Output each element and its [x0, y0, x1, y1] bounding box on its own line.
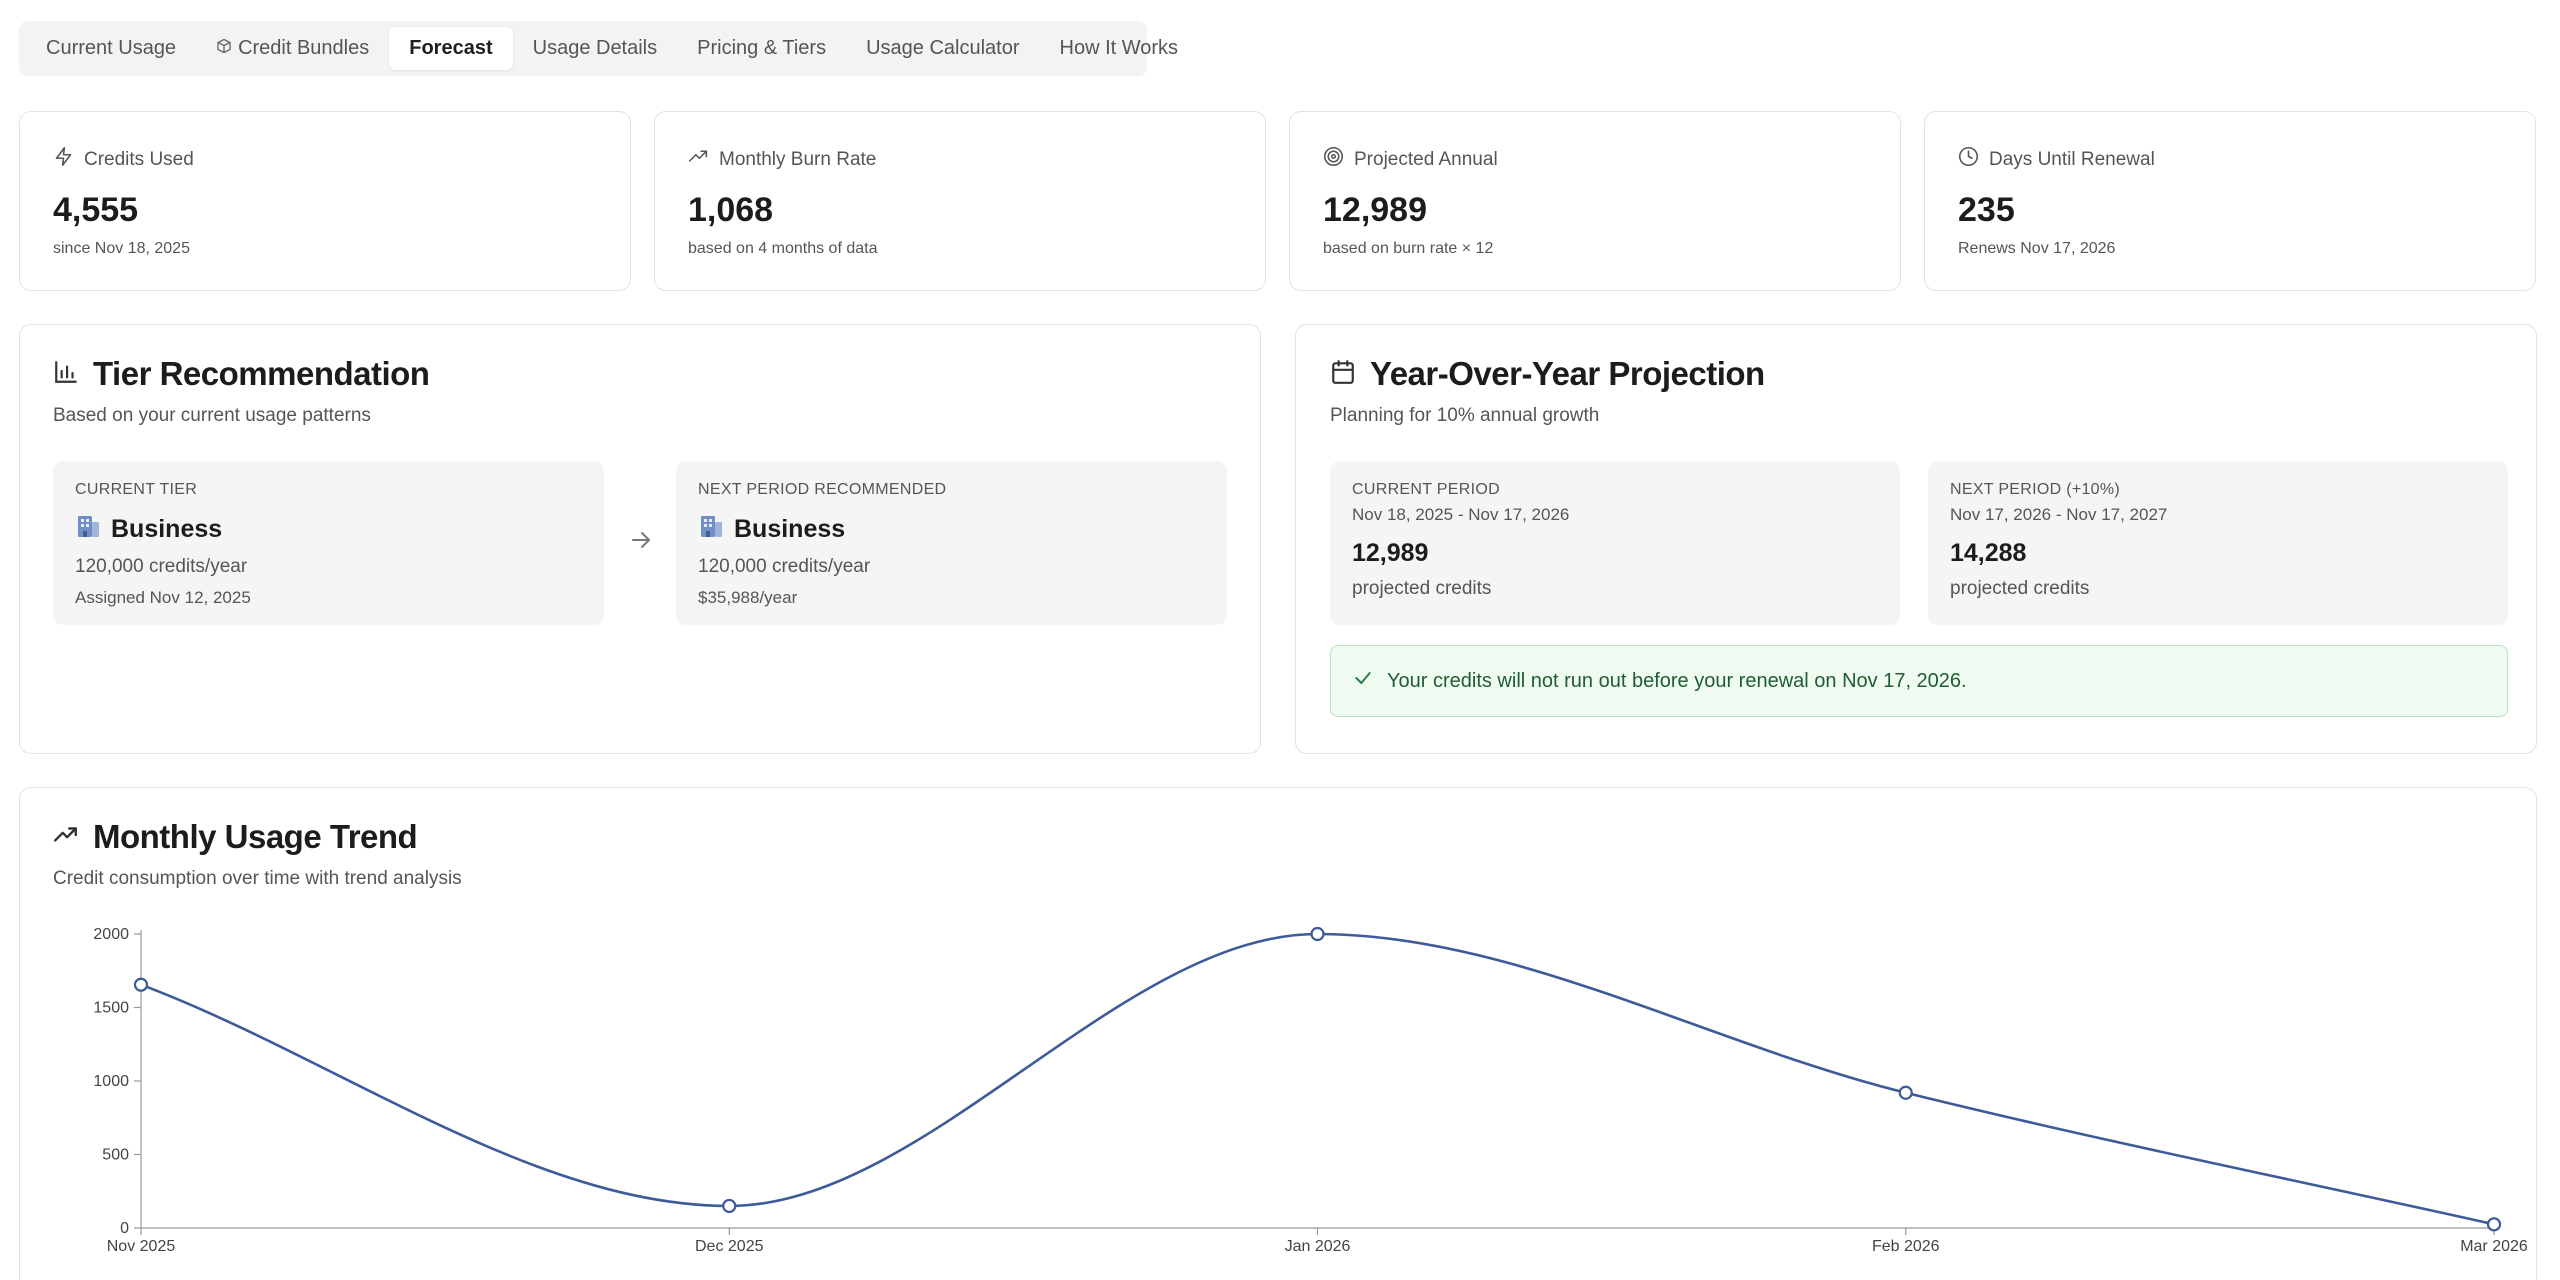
next-period-card: NEXT PERIOD (+10%) Nov 17, 2026 - Nov 17… — [1928, 461, 2508, 625]
stat-subtext: based on 4 months of data — [688, 240, 878, 257]
projected-caption: projected credits — [1352, 578, 1492, 599]
usage-trend-panel: Monthly Usage Trend Credit consumption o… — [19, 787, 2537, 1280]
tab-label: How It Works — [1059, 37, 1179, 59]
stat-label: Credits Used — [84, 148, 194, 170]
lightning-icon — [53, 146, 74, 173]
stat-value: 12,989 — [1323, 191, 1427, 229]
usage-data-point — [1898, 1085, 1913, 1100]
trending-up-icon — [688, 146, 709, 173]
alert-text: Your credits will not run out before you… — [1387, 669, 1967, 692]
tab-forecast[interactable]: Forecast — [389, 27, 513, 70]
tab-label: Credit Bundles — [238, 37, 370, 59]
current-period-card: CURRENT PERIOD Nov 18, 2025 - Nov 17, 20… — [1330, 461, 1900, 625]
period-dates: Nov 18, 2025 - Nov 17, 2026 — [1352, 505, 1570, 524]
card-label: NEXT PERIOD RECOMMENDED — [698, 481, 947, 498]
yoy-projection-panel: Year-Over-Year Projection Planning for 1… — [1295, 324, 2537, 754]
checkmark-icon — [1353, 668, 1373, 694]
stat-value: 1,068 — [688, 191, 774, 229]
bar-chart-icon — [53, 355, 79, 393]
x-tick-label: Feb 2026 — [1872, 1238, 1940, 1255]
stat-subtext: since Nov 18, 2025 — [53, 240, 190, 257]
trending-up-icon — [53, 818, 79, 856]
usage-data-point — [722, 1198, 737, 1214]
stat-subtext: based on burn rate × 12 — [1323, 240, 1494, 257]
stat-value: 4,555 — [53, 191, 139, 229]
projected-value: 12,989 — [1352, 539, 1429, 567]
clock-icon — [1958, 146, 1979, 173]
tab-credit-bundles[interactable]: Credit Bundles — [196, 27, 389, 70]
card-label: NEXT PERIOD (+10%) — [1950, 481, 2121, 498]
y-tick-label: 2000 — [93, 926, 129, 943]
tier-credits: 120,000 credits/year — [75, 556, 248, 577]
y-tick-label: 1000 — [93, 1073, 129, 1090]
stat-card-burn-rate: Monthly Burn Rate 1,068 based on 4 month… — [654, 111, 1266, 291]
tab-label: Forecast — [409, 37, 493, 59]
calendar-icon — [1330, 355, 1356, 393]
tab-label: Pricing & Tiers — [697, 37, 827, 59]
tier-name: Business — [734, 515, 846, 543]
projected-value: 14,288 — [1950, 539, 2027, 567]
card-label: CURRENT PERIOD — [1352, 481, 1500, 498]
package-icon — [216, 37, 232, 60]
tab-how-it-works[interactable]: How It Works — [1040, 27, 1199, 70]
y-tick-label: 500 — [102, 1147, 129, 1164]
building-icon — [698, 513, 724, 546]
tier-detail: Assigned Nov 12, 2025 — [75, 588, 251, 607]
building-icon — [75, 513, 101, 546]
tab-label: Usage Calculator — [866, 37, 1020, 59]
tier-price: $35,988/year — [698, 588, 798, 607]
current-tier-card: CURRENT TIER Business 120,000 credits/ye… — [53, 461, 604, 625]
panel-subtitle: Planning for 10% annual growth — [1330, 405, 1600, 426]
tab-current-usage[interactable]: Current Usage — [26, 27, 196, 70]
renewal-success-alert: Your credits will not run out before you… — [1330, 645, 2508, 717]
x-tick-label: Mar 2026 — [2460, 1238, 2528, 1255]
stat-card-projected-annual: Projected Annual 12,989 based on burn ra… — [1289, 111, 1901, 291]
usage-data-point — [1310, 926, 1325, 942]
y-tick-label: 0 — [120, 1220, 129, 1237]
stat-value: 235 — [1958, 191, 2015, 229]
stat-card-days-until-renewal: Days Until Renewal 235 Renews Nov 17, 20… — [1924, 111, 2536, 291]
tier-recommendation-panel: Tier Recommendation Based on your curren… — [19, 324, 1261, 754]
tier-credits: 120,000 credits/year — [698, 556, 871, 577]
x-tick-label: Nov 2025 — [107, 1238, 176, 1255]
period-dates: Nov 17, 2026 - Nov 17, 2027 — [1950, 505, 2168, 524]
panel-subtitle: Based on your current usage patterns — [53, 405, 371, 426]
x-tick-label: Dec 2025 — [695, 1238, 764, 1255]
tier-name: Business — [111, 515, 223, 543]
x-tick-label: Jan 2026 — [1285, 1238, 1351, 1255]
target-icon — [1323, 146, 1344, 173]
tab-usage-details[interactable]: Usage Details — [513, 27, 678, 70]
arrow-right-icon — [629, 528, 653, 557]
usage-data-point — [2486, 1217, 2502, 1232]
stat-label: Days Until Renewal — [1989, 148, 2155, 170]
projected-caption: projected credits — [1950, 578, 2090, 599]
panel-title: Year-Over-Year Projection — [1370, 355, 1765, 392]
usage-series-line — [140, 932, 2495, 1226]
tab-label: Usage Details — [532, 37, 658, 59]
panel-subtitle: Credit consumption over time with trend … — [53, 868, 462, 889]
card-label: CURRENT TIER — [75, 481, 198, 498]
panel-title: Tier Recommendation — [93, 355, 430, 392]
tab-label: Current Usage — [46, 37, 177, 59]
stat-subtext: Renews Nov 17, 2026 — [1958, 240, 2116, 257]
y-tick-label: 1500 — [93, 1000, 129, 1017]
panel-title: Monthly Usage Trend — [93, 818, 418, 855]
tab-bar: Current Usage Credit Bundles Forecast Us… — [19, 21, 1178, 76]
next-tier-card: NEXT PERIOD RECOMMENDED Business 120,000… — [676, 461, 1227, 625]
stat-card-credits-used: Credits Used 4,555 since Nov 18, 2025 — [19, 111, 631, 291]
usage-data-point — [133, 977, 149, 992]
stat-label: Monthly Burn Rate — [719, 148, 877, 170]
stat-label: Projected Annual — [1354, 148, 1498, 170]
tab-usage-calculator[interactable]: Usage Calculator — [846, 27, 1039, 70]
tab-pricing-tiers[interactable]: Pricing & Tiers — [677, 27, 846, 70]
